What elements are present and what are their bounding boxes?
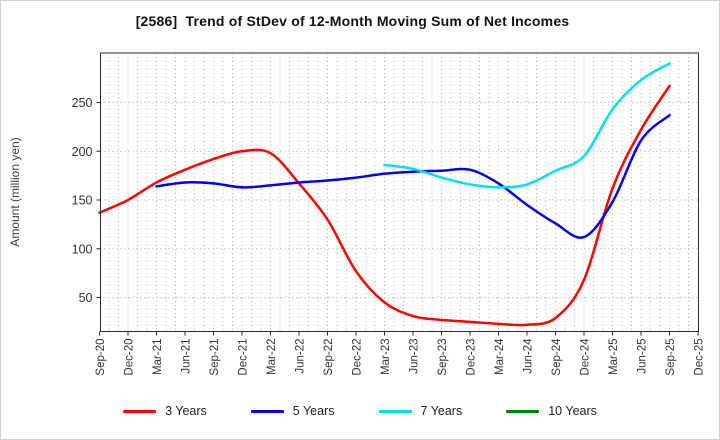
x-tick-label: Jun-24: [523, 338, 535, 374]
legend-item-5-years: 5 Years: [250, 404, 335, 418]
x-tick-label: Sep-24: [551, 338, 563, 376]
x-tick-label: Jun-25: [637, 339, 649, 374]
legend-item-7-years: 7 Years: [378, 404, 463, 418]
y-tick-label: 150: [72, 194, 93, 208]
legend-item-3-years: 3 Years: [123, 404, 207, 418]
x-tick-label: Sep-22: [323, 339, 335, 376]
legend-line-swatch: [123, 409, 157, 413]
x-tick-label: Dec-24: [580, 338, 592, 376]
y-tick-label: 200: [72, 145, 93, 159]
x-tick-label: Sep-21: [209, 339, 221, 376]
x-tick-label: Dec-20: [124, 339, 136, 376]
x-tick-label: Jun-23: [409, 339, 421, 374]
x-tick-label: Jun-22: [295, 339, 307, 374]
legend-line-swatch: [378, 409, 412, 413]
x-tick-label: Dec-25: [694, 339, 706, 376]
x-tick-label: Mar-25: [608, 339, 620, 375]
legend-label: 10 Years: [548, 404, 597, 418]
x-tick-label: Mar-22: [266, 339, 278, 375]
plot-border: [100, 52, 699, 332]
legend-label: 7 Years: [420, 404, 463, 418]
y-tick-label: 100: [72, 242, 93, 256]
x-tick-label: Dec-23: [466, 339, 478, 376]
x-tick-label: Sep-23: [437, 339, 449, 376]
x-tick-label: Mar-21: [152, 339, 164, 375]
legend-label: 3 Years: [165, 404, 207, 418]
x-tick-label: Mar-24: [494, 338, 506, 375]
x-tick-label: Jun-21: [181, 339, 193, 374]
legend-label: 5 Years: [292, 404, 335, 418]
series-line-3-years: [98, 84, 671, 327]
y-tick-label: 250: [72, 96, 93, 110]
chart-title: [2586] Trend of StDev of 12-Month Moving…: [135, 13, 570, 29]
legend-item-10-years: 10 Years: [506, 404, 597, 418]
x-tick-label: Sep-25: [665, 339, 677, 376]
x-tick-label: Dec-22: [352, 339, 364, 376]
x-tick-label: Mar-23: [380, 339, 392, 375]
legend: 3 Years 5 Years 7 Years 10 Years: [0, 404, 720, 418]
series-line-7-years: [383, 62, 671, 189]
legend-line-swatch: [506, 409, 540, 413]
legend-line-swatch: [250, 409, 284, 413]
series-line-5-years: [155, 113, 671, 239]
x-tick-label: Sep-20: [95, 339, 107, 376]
y-tick-label: 50: [79, 291, 93, 305]
x-tick-label: Dec-21: [238, 339, 250, 376]
